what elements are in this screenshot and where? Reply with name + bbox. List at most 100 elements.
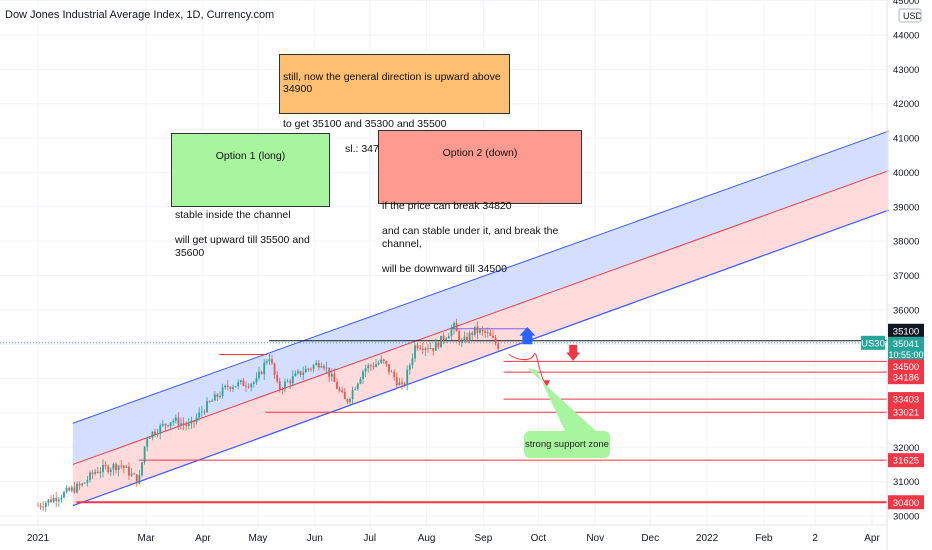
candle-body — [146, 438, 149, 447]
candle-body — [156, 433, 159, 435]
candle-body — [265, 361, 268, 363]
candle-body — [375, 364, 377, 368]
candle-body — [226, 385, 229, 387]
note-general-direction[interactable]: still, now the general direction is upwa… — [279, 54, 510, 155]
candle-body — [304, 368, 307, 373]
candle-body — [424, 348, 427, 350]
candle-body — [328, 367, 331, 377]
candle-body — [167, 425, 169, 427]
candle-body — [52, 497, 55, 502]
candle-body — [479, 329, 481, 333]
candle-body — [466, 336, 468, 342]
candle-body — [216, 394, 219, 397]
candle-body — [289, 381, 292, 384]
candle-body — [133, 473, 136, 475]
channel-middle-line — [72, 170, 889, 465]
candle-body — [177, 417, 180, 426]
y-tick-label: 37000 — [893, 271, 919, 282]
candle-body — [91, 472, 94, 474]
candle-body — [187, 423, 190, 426]
note-option-1[interactable]: Option 1 (long) stable inside the channe… — [171, 133, 330, 259]
candle-body — [239, 380, 242, 383]
candle-body — [440, 335, 442, 348]
candle-body — [429, 347, 432, 349]
y-tick-label: 39000 — [893, 202, 919, 213]
candle-body — [190, 420, 193, 424]
candle-body — [42, 506, 45, 508]
candle-body — [284, 381, 286, 390]
y-tick-label: 31000 — [893, 477, 919, 488]
candle-body — [367, 365, 370, 369]
support-callout-pointer — [527, 368, 596, 431]
candle-body — [115, 464, 117, 471]
candle-body — [364, 368, 367, 372]
tag-34186-bg — [888, 370, 924, 385]
x-tick-label: Dec — [641, 533, 659, 544]
candle-body — [317, 362, 320, 368]
countdown-text: 10:55:00 — [888, 350, 923, 360]
candle-body — [458, 331, 461, 343]
candle-body — [455, 323, 458, 332]
note-option-2-title: Option 2 (down) — [442, 146, 518, 159]
candle-body — [68, 487, 71, 491]
channel-upper-line — [72, 130, 889, 424]
candle-body — [169, 422, 172, 427]
candle-body — [330, 373, 333, 377]
candle-body — [494, 337, 497, 344]
candle-body — [94, 471, 97, 474]
candle-body — [109, 469, 112, 473]
channel-lower-fill — [72, 170, 889, 506]
candle-body — [268, 359, 271, 362]
candle-body — [185, 424, 188, 426]
candle-body — [403, 383, 406, 385]
x-tick-label: Mar — [138, 533, 156, 544]
candle-body — [203, 411, 206, 413]
candle-body — [432, 347, 435, 351]
candle-body — [148, 437, 151, 439]
candle-body — [395, 377, 398, 386]
candle-body — [112, 464, 115, 470]
candle-body — [359, 378, 362, 384]
candle-body — [445, 338, 448, 341]
candle-body — [471, 332, 474, 335]
note-general-line2: to get 35100 and 35300 and 35500 — [283, 118, 447, 130]
candle-body — [294, 373, 297, 377]
candle-body — [159, 425, 162, 434]
candle-body — [297, 371, 299, 374]
candle-body — [486, 332, 489, 334]
candle-body — [250, 384, 253, 388]
tag-30400-bg — [888, 495, 924, 510]
tag-symbol: US30 — [861, 335, 885, 350]
candle-body — [78, 483, 81, 486]
candle-body — [388, 364, 390, 373]
candle-body — [143, 446, 146, 463]
candle-body — [102, 464, 104, 472]
candle-body — [291, 376, 294, 384]
candle-body — [164, 423, 167, 426]
candle-body — [354, 388, 357, 390]
candle-body — [213, 394, 216, 401]
candle-body — [447, 336, 450, 339]
candle-body — [369, 365, 372, 367]
tag-33021-bg — [888, 405, 924, 420]
candle-body — [276, 374, 279, 382]
note-option-2[interactable]: Option 2 (down) if the price can break 3… — [378, 130, 582, 275]
candle-body — [208, 401, 211, 403]
candle-body — [346, 399, 349, 403]
candle-body — [323, 366, 325, 369]
candle-body — [492, 335, 494, 338]
candle-body — [377, 362, 380, 365]
tag-35100-text: 35100 — [893, 326, 919, 337]
candle-body — [50, 499, 52, 502]
candle-body — [260, 371, 263, 374]
x-tick-label: 2022 — [696, 533, 719, 544]
candle-body — [242, 380, 245, 387]
candle-body — [421, 348, 424, 350]
support-zone-label[interactable]: strong support zone — [524, 431, 610, 458]
candle-body — [161, 423, 164, 426]
candle-body — [442, 335, 445, 341]
y-tick-label: 38000 — [893, 237, 919, 248]
candle-body — [130, 473, 133, 476]
